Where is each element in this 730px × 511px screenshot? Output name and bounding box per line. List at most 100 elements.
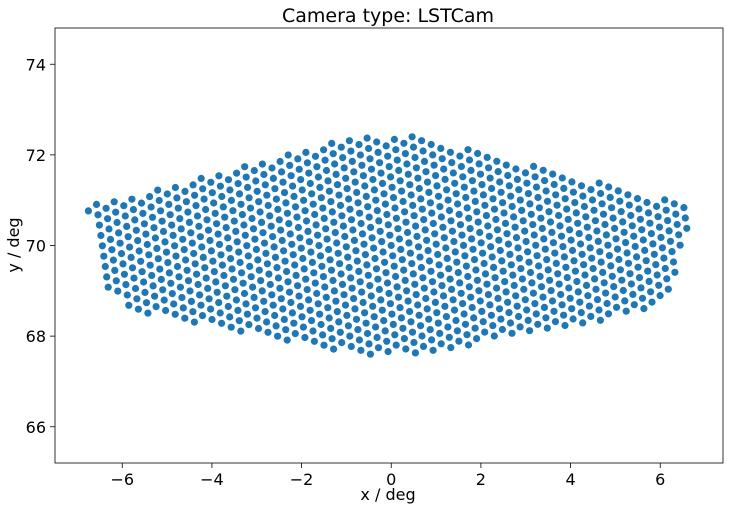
camera-pixel-point [120,270,128,278]
camera-pixel-point [112,277,120,285]
camera-pixel-point [106,235,115,243]
x-tick-label: 6 [655,470,665,489]
camera-pixel-point [502,288,510,296]
camera-pixel-point [665,227,673,235]
camera-pixel-point [345,137,353,145]
camera-pixel-point [465,214,473,222]
camera-pixel-point [265,270,273,278]
camera-pixel-point [607,262,615,270]
camera-pixel-point [370,313,378,321]
camera-pixel-point [556,222,564,230]
camera-pixel-point [259,229,267,237]
camera-pixel-point [354,199,362,207]
camera-pixel-point [389,252,397,260]
camera-pixel-point [351,178,359,186]
camera-pixel-point [585,302,594,310]
camera-pixel-point [644,209,653,217]
camera-pixel-point [224,234,232,242]
camera-pixel-point [92,200,101,208]
camera-pixel-point [487,243,495,251]
camera-pixel-point [617,208,625,216]
camera-pixel-point [366,282,374,290]
camera-pixel-point [333,239,341,247]
camera-pixel-point [477,239,485,247]
camera-pixel-point [327,266,336,274]
camera-pixel-point [228,265,236,273]
camera-pixel-point [423,178,432,186]
camera-pixel-point [602,231,611,239]
camera-pixel-point [602,289,610,297]
camera-pixel-point [641,246,649,254]
camera-pixel-point [280,189,289,197]
camera-pixel-point [316,310,324,318]
camera-pixel-point [554,270,562,278]
camera-pixel-point [399,197,407,206]
camera-pixel-point [226,186,234,194]
camera-pixel-point [635,205,643,213]
camera-pixel-point [355,267,363,275]
camera-pixel-point [129,206,137,214]
camera-pixel-point [140,278,148,286]
camera-pixel-point [233,238,241,246]
camera-pixel-point [392,341,400,349]
camera-pixel-point [572,209,580,217]
camera-pixel-point [436,203,444,211]
camera-pixel-point [402,345,410,353]
camera-pixel-point [151,234,159,242]
camera-pixel-point [587,312,595,320]
camera-pixel-point [506,250,514,258]
camera-pixel-point [532,183,541,191]
camera-pixel-point [281,257,289,265]
camera-pixel-point [184,277,193,285]
camera-pixel-point [430,288,438,296]
camera-pixel-point [314,173,322,181]
camera-pixel-point [162,306,170,315]
camera-pixel-point [405,239,413,247]
camera-pixel-point [124,233,132,241]
camera-pixel-point [123,222,131,230]
camera-pixel-point [181,314,189,322]
camera-pixel-point [646,219,654,227]
camera-pixel-point [334,249,342,257]
camera-pixel-point [495,236,503,244]
camera-pixel-point [258,160,266,168]
camera-pixel-point [225,244,233,252]
camera-pixel-point [179,235,187,243]
camera-pixel-point [198,312,207,320]
camera-pixel-point [465,156,474,164]
camera-pixel-point [450,306,459,314]
camera-pixel-point [250,167,258,175]
camera-pixel-point [290,192,298,200]
camera-pixel-point [294,282,302,290]
camera-pixel-point [413,232,421,240]
camera-pixel-point [531,300,539,308]
camera-pixel-point [391,204,399,212]
camera-pixel-point [288,309,296,317]
camera-pixel-point [113,218,121,227]
camera-pixel-point [616,266,625,274]
camera-pixel-point [294,223,302,232]
camera-pixel-point [218,319,226,327]
camera-pixel-point [473,208,481,216]
camera-pixel-point [463,204,471,212]
camera-pixel-point [373,333,381,341]
camera-pixel-point [434,319,442,327]
camera-pixel-point [154,255,162,263]
camera-pixel-point [406,307,414,316]
camera-pixel-point [579,192,587,200]
camera-pixel-point [541,177,549,185]
camera-pixel-point [284,278,292,286]
camera-pixel-point [340,164,348,172]
camera-pixel-point [412,164,420,172]
camera-pixel-point [268,164,276,172]
camera-pixel-point [612,235,620,243]
camera-pixel-point [190,249,198,258]
camera-pixel-point [291,203,300,211]
camera-pixel-point [408,260,416,268]
camera-pixel-point [122,281,130,289]
camera-pixel-point [191,191,199,199]
camera-pixel-point [328,139,336,147]
camera-pixel-point [524,316,532,324]
camera-pixel-point [526,327,534,335]
camera-pixel-point [340,291,348,299]
